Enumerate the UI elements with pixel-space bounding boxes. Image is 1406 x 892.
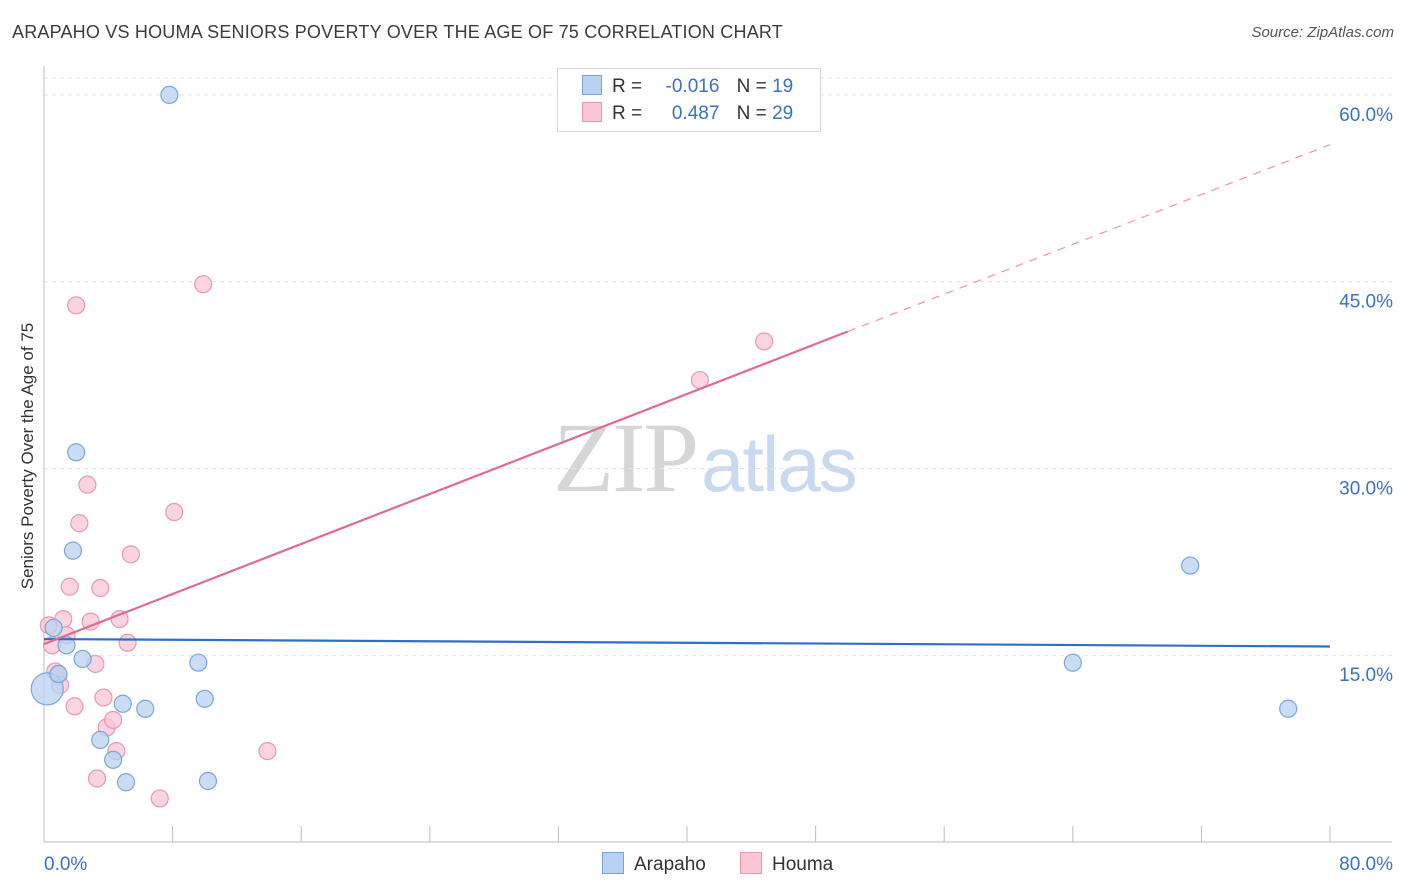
houma-point: [94, 688, 113, 707]
houma-swatch: [582, 102, 602, 122]
arapaho-legend-label: Arapaho: [634, 854, 706, 875]
legend-r-label: R =: [612, 76, 643, 97]
legend-n-label: N =: [736, 103, 767, 124]
arapaho-point: [113, 694, 132, 713]
houma-point: [194, 275, 213, 294]
arapaho-point: [49, 664, 68, 684]
watermark-atlas: atlas: [701, 420, 858, 508]
arapaho-point: [44, 618, 63, 637]
arapaho-point: [136, 699, 155, 718]
arapaho-point: [63, 541, 83, 560]
houma-point: [91, 578, 110, 598]
arapaho-point: [57, 636, 76, 655]
houma-point: [258, 742, 277, 761]
source-credit: Source: ZipAtlas.com: [1251, 24, 1394, 41]
houma-point: [165, 502, 184, 522]
arapaho-point: [1181, 556, 1200, 575]
bottom-legend-arapaho: Arapaho: [602, 852, 706, 876]
x-tick-label: 0.0%: [44, 854, 87, 875]
arapaho-point: [1063, 653, 1082, 672]
legend-row-houma: R = 0.487 N = 29: [582, 102, 793, 126]
arapaho-swatch: [582, 75, 602, 95]
watermark-zip: ZIP: [553, 402, 699, 513]
houma-point: [70, 514, 89, 533]
y-tick-label: 45.0%: [1339, 292, 1393, 313]
legend-r-value: -0.016: [665, 76, 720, 97]
arapaho-point: [67, 443, 86, 462]
houma-point: [87, 769, 107, 788]
arapaho-point: [195, 689, 214, 708]
y-tick-label: 60.0%: [1339, 105, 1393, 126]
houma-point: [755, 332, 774, 351]
y-axis-label: Seniors Poverty Over the Age of 75: [18, 322, 37, 590]
arapaho-trend-line: [43, 637, 1331, 648]
legend-r-label: R =: [612, 103, 643, 124]
arapaho-point: [1279, 699, 1298, 718]
houma-trend-line: [43, 330, 849, 646]
bottom-legend-houma: Houma: [740, 852, 833, 876]
stats-legend: R = -0.016 N = 19 R = 0.487 N = 29: [557, 68, 821, 132]
houma-point: [118, 633, 137, 652]
houma-point: [121, 545, 140, 564]
houma-point: [150, 789, 169, 808]
y-tick-label: 15.0%: [1339, 665, 1393, 686]
legend-n-value: 29: [772, 103, 794, 124]
houma-legend-label: Houma: [772, 854, 834, 875]
arapaho-point: [104, 750, 123, 769]
arapaho-legend-swatch: [602, 852, 624, 874]
legend-n-value: 19: [772, 76, 794, 97]
x-tick-label: 80.0%: [1339, 854, 1393, 875]
houma-trend-extension: [847, 144, 1331, 333]
legend-r-value: 0.487: [671, 103, 720, 124]
houma-point: [65, 697, 84, 716]
watermark: ZIPatlas: [553, 400, 858, 515]
houma-point: [67, 296, 86, 315]
arapaho-point: [160, 85, 179, 105]
arapaho-point: [198, 771, 218, 791]
arapaho-point: [116, 773, 136, 792]
houma-point: [104, 710, 123, 730]
legend-n-label: N =: [736, 76, 767, 97]
arapaho-point: [189, 653, 208, 672]
legend-row-arapaho: R = -0.016 N = 19: [582, 75, 793, 99]
y-tick-label: 30.0%: [1339, 478, 1393, 499]
arapaho-point: [91, 730, 110, 749]
houma-point: [60, 577, 79, 596]
arapaho-point: [73, 649, 92, 669]
houma-legend-swatch: [740, 852, 762, 874]
chart-title: ARAPAHO VS HOUMA SENIORS POVERTY OVER TH…: [12, 22, 783, 42]
houma-point: [78, 475, 97, 494]
